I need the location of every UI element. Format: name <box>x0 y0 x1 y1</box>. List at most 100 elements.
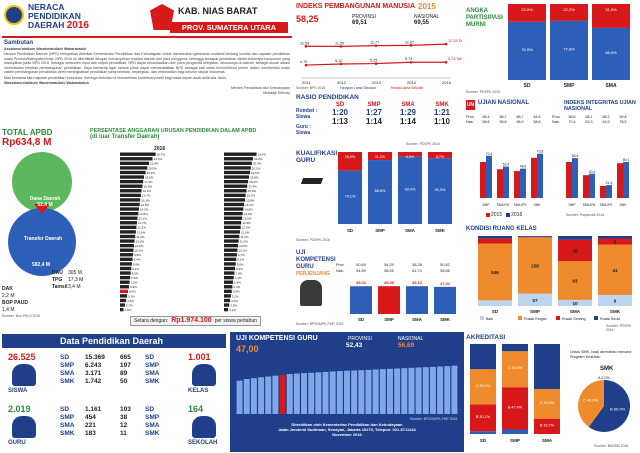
anggaran-left-value: 11,4% <box>136 235 145 239</box>
ukg-kab-bar <box>236 380 243 414</box>
ruang-value-label: 57 <box>532 298 538 303</box>
akreditasi-bar-chart: B 30,1% C 39,2% SD B 47,4% C 40,0% SMP B 16,7%… <box>470 344 560 443</box>
ipm-harapan-label: 11,54 <box>300 41 309 45</box>
anggaran-left-bar <box>120 289 128 294</box>
iiu-nas-label: Nas. <box>552 120 560 124</box>
anggaran-right-bar <box>224 202 245 207</box>
ukg-bar <box>406 286 428 314</box>
rasio-col: SMA 1:29 1:14 <box>392 102 424 126</box>
sambutan-title: Sambutan <box>4 40 34 46</box>
ipm-rata-label: 5,74 Tahun <box>448 57 462 61</box>
ipm-rata-point <box>444 60 448 64</box>
guru-box: 2.019 GURU SD 1.161 SMP 454 SMA 221 SMK … <box>2 402 112 452</box>
guru-row-b: 454 <box>85 414 96 421</box>
apm-bar-chart: 23,5% 76,5% SD 22,2% 77,8% SMP 31,5% 68,5% SMA <box>508 4 630 88</box>
anggaran-right-value: 8,8% <box>237 262 244 266</box>
anggaran-right-value: 19,5% <box>251 171 260 175</box>
kualifikasi-category: SMA <box>405 228 416 233</box>
ruang-value-label: 41 <box>612 268 618 273</box>
anggaran-right-bar <box>224 161 252 166</box>
ukg-prov-value: 58,28 <box>412 263 422 267</box>
anggaran-left-bar <box>120 161 150 166</box>
ipm-rata-point <box>409 60 413 64</box>
ipm-harapan-point <box>374 44 378 47</box>
anggaran-right-value: 16,9% <box>248 189 257 193</box>
kelas-row-b: SMA <box>145 370 160 377</box>
ipm-rata-label: 4,70 <box>300 60 307 64</box>
anggaran-right-value: 12,0% <box>241 230 250 234</box>
anggaran-right-value: 7,3% <box>235 276 242 280</box>
rasio-level: SMA <box>401 102 415 108</box>
ukg-kab-bar <box>401 368 408 414</box>
un-nas-value: 58,6 <box>483 120 490 124</box>
akreditasi-smk-slice <box>588 380 630 432</box>
anggaran-right-value: 3,9% <box>230 303 237 307</box>
siswa-row: SD 15.369 <box>60 354 105 362</box>
iiu-nas-value: 70,4 <box>569 120 576 124</box>
akreditasi-smk-label: SMK <box>600 366 614 372</box>
anggaran-right-bar <box>224 184 248 188</box>
anggaran-title: PERSENTASE ANGGARAN URUSAN PENDIDIKAN DA… <box>90 128 257 134</box>
kualifikasi-bar-chart: 25,9% 74,1% SD 11,2% 88,8% SMP 6,6% 93,4% SMA 8,7… <box>338 152 452 233</box>
ipm-rata-point <box>304 63 308 67</box>
apbd-arrow-icon <box>34 204 50 214</box>
sambutan-greeting: Assalamu'alaikum Warahmatullahi Wabaraka… <box>4 47 87 51</box>
anggaran-left-bar <box>120 275 131 280</box>
sekolah-box: 164 SEKOLAH 103 SD 38 SMP 12 SMA 11 SMK <box>116 402 226 452</box>
anggaran-right-value: 18,1% <box>249 180 258 184</box>
dau-label: DAU <box>52 270 63 276</box>
iiu-2015-bar <box>583 175 589 198</box>
ukg-kab-bar <box>243 379 250 414</box>
akreditasi-smk-pie: B 60,0% C 40,0% A 0,0% <box>578 376 630 432</box>
ipm-title: INDEKS PEMBANGUNAN MANUSIA <box>296 3 416 10</box>
iiu-prov-value: 68,1 <box>586 115 593 119</box>
ruang-value-label: 9 <box>614 298 617 303</box>
anggaran-left-bar <box>120 285 130 289</box>
anggaran-left-value: 8,4% <box>132 267 139 271</box>
anggaran-left-bar <box>120 239 135 243</box>
ipm-rata-label: 5,10 <box>335 59 342 63</box>
anggaran-bar-chart: 26,7%24,4%21,8%20,5%19,2%18,0%17,4%16,9%… <box>120 152 266 312</box>
siswa-row: SMA 3.171 <box>60 370 105 378</box>
iiu-source: Sumber: Puspendik 2016 <box>566 213 605 217</box>
siswa-row-a: SMK <box>60 378 75 385</box>
un-title: UJIAN NASIONAL <box>478 100 530 106</box>
un-category: SMA IPA <box>497 203 510 207</box>
anggaran-left-value: 4,6% <box>127 299 134 303</box>
iiu-prov-value: 69,8 <box>620 115 627 119</box>
sambutan-panel: Sambutan Assalamu'alaikum Warahmatullahi… <box>4 40 290 124</box>
ipm-legend-harapan: Harapan Lama Sekolah <box>339 86 376 90</box>
ukg-category: SMK <box>440 317 451 322</box>
sekolah-label: SEKOLAH <box>188 440 218 446</box>
un-prov-value: 88,7 <box>500 115 507 119</box>
un-2016-label: 70,4 <box>486 152 493 156</box>
anggaran-left-bar <box>120 280 130 284</box>
ukg-category: SMA <box>412 317 423 322</box>
apm-rest-bar <box>592 4 630 28</box>
anggaran-right-bar <box>224 198 246 202</box>
iiu-category: SMA IPA <box>583 203 596 207</box>
un-legend-2016-swatch <box>506 213 511 217</box>
ipm-prov-label: PROVINSI <box>352 14 376 20</box>
kualifikasi-layak-bar <box>398 156 422 224</box>
anggaran-right-value: 12,9% <box>242 221 251 225</box>
kelas-row-b: SD <box>145 354 155 361</box>
un-2016-label: 48,9 <box>520 165 527 169</box>
apm-category: SMA <box>605 83 617 88</box>
siswa-list: SD 15.369 SMP 6.243 SMA 3.171 SMK 1.742 <box>60 354 105 386</box>
ukg-bar <box>378 286 400 314</box>
un-prov-value: 68,7 <box>517 115 524 119</box>
un-2016-bar <box>520 168 526 198</box>
kelas-row-a: 89 <box>120 370 128 377</box>
publisher-line1: Diterbitkan oleh Kementerian Pendidikan … <box>291 422 403 427</box>
ukg-kab-bar <box>301 373 308 414</box>
rasio-row2-value: 1:13 <box>331 117 348 126</box>
ukg-kab-nas-value: 56,69 <box>398 342 415 349</box>
ipm-nas-value: 69,55 <box>414 20 430 26</box>
rasio-source: Sumber: PDSPK 2016 <box>406 142 440 146</box>
ipm-year-tick: 2012 <box>337 80 347 85</box>
sekolah-row-a: 12 <box>120 422 128 429</box>
ukg-kab-bar <box>308 372 315 414</box>
un-badge-icon: UN <box>466 100 475 110</box>
dana-daerah-label: Dana Daerah <box>29 196 61 202</box>
